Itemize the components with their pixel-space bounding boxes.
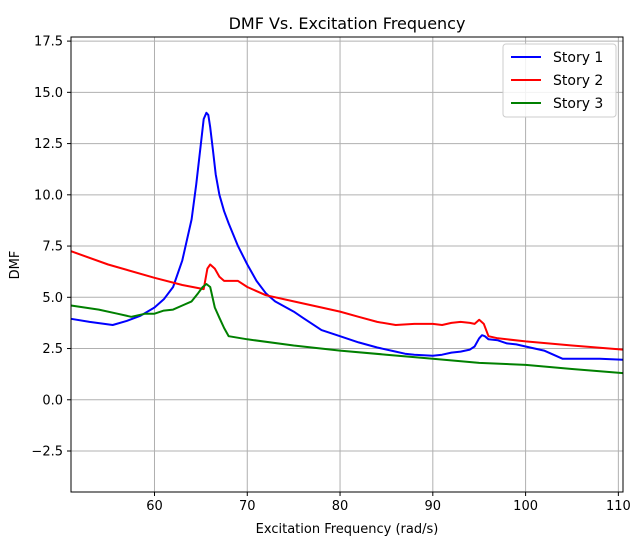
x-tick-label: 100	[513, 499, 538, 514]
x-tick-label: 80	[332, 499, 349, 514]
y-tick-label: 7.5	[42, 240, 63, 255]
y-axis: −2.5 0.0 2.5 5.0 7.5 10.0 12.5 15.0 17.5	[31, 35, 71, 460]
y-axis-label: DMF	[8, 251, 23, 280]
x-axis-label: Excitation Frequency (rad/s)	[256, 522, 439, 537]
legend-box	[502, 43, 617, 118]
x-tick-label: 70	[239, 499, 256, 514]
y-tick-label: 0.0	[42, 393, 63, 408]
y-tick-label: 15.0	[34, 86, 63, 101]
legend-label: Story 2	[553, 73, 603, 89]
legend: Story 1 Story 2 Story 3	[502, 43, 617, 118]
y-tick-label: 2.5	[42, 342, 63, 357]
legend-label: Story 3	[553, 96, 603, 112]
x-tick-label: 60	[146, 499, 163, 514]
x-tick-label: 110	[606, 499, 631, 514]
y-tick-label: −2.5	[31, 445, 63, 460]
series-line-story-3	[70, 283, 624, 375]
x-axis: 60 70 80 90 100 110	[146, 492, 631, 514]
legend-label: Story 1	[553, 50, 603, 66]
series-line-story-2	[70, 250, 624, 351]
chart-title: DMF Vs. Excitation Frequency	[229, 14, 466, 33]
y-tick-label: 5.0	[42, 291, 63, 306]
series-layer	[70, 111, 624, 375]
y-tick-label: 12.5	[34, 137, 63, 152]
grid	[71, 37, 623, 492]
y-tick-label: 17.5	[34, 35, 63, 50]
x-tick-label: 90	[425, 499, 442, 514]
series-line-story-1	[70, 111, 624, 361]
plot-frame	[70, 36, 624, 493]
y-tick-label: 10.0	[34, 188, 63, 203]
